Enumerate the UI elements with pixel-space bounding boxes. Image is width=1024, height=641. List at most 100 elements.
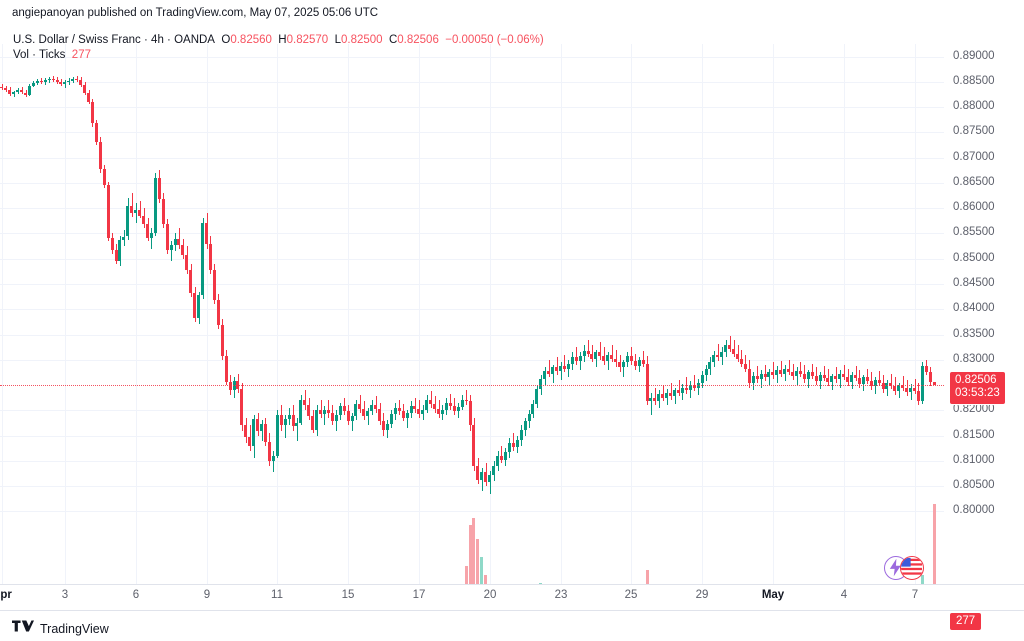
candle-body (932, 382, 936, 385)
candle-body (334, 415, 338, 422)
candle-body (110, 237, 114, 250)
candle-body (739, 358, 743, 364)
candle-body (138, 210, 142, 216)
candle-wick (171, 241, 172, 262)
candle-body (303, 400, 307, 406)
candle-body (311, 416, 315, 430)
candle-body (492, 465, 496, 475)
volume-value-badge[interactable]: 277 (950, 613, 982, 630)
time-axis-bottom-border (0, 610, 1024, 611)
candle-body (511, 443, 515, 447)
price-axis[interactable]: 0.89000 0.88500 0.88000 0.87500 0.87000 0.865… (944, 0, 1024, 630)
candle-body (747, 368, 751, 383)
legend-symbol[interactable]: U.S. Dollar / Swiss Franc (13, 34, 141, 46)
candle-wick (651, 392, 652, 416)
candle-body (177, 238, 181, 245)
volume-bar (484, 574, 488, 585)
time-axis-tick: 3 (61, 589, 69, 601)
candle-body (157, 177, 161, 200)
legend-open-key: O (221, 34, 231, 46)
candle-body (389, 414, 393, 425)
grid-line-horizontal (0, 436, 944, 437)
time-axis-tick: 11 (271, 589, 283, 601)
candle-body (63, 81, 67, 84)
candle-body (795, 370, 798, 376)
candle-body (464, 400, 468, 402)
candle-body (570, 357, 574, 364)
candle-body (59, 82, 63, 84)
candle-body (260, 424, 264, 431)
candle-wick (490, 470, 491, 494)
grid-line-horizontal (0, 486, 944, 487)
candle-body (240, 389, 244, 426)
candle-body (315, 410, 319, 430)
volume-bar (468, 525, 472, 585)
price-axis-tick: 0.86000 (953, 201, 995, 214)
candle-body (43, 79, 47, 82)
candle-body (323, 410, 326, 415)
candle-body (185, 254, 189, 270)
candle-body (452, 406, 456, 412)
candle-wick (844, 364, 845, 380)
candle-body (826, 377, 830, 382)
candle-body (264, 424, 267, 442)
candle-body (228, 382, 232, 391)
candle-wick (891, 373, 892, 390)
candle-body (299, 400, 303, 423)
candle-body (783, 368, 787, 374)
candle-body (181, 244, 185, 255)
candle-body (673, 390, 677, 397)
legend-low-key: L (334, 34, 341, 46)
candle-body (161, 199, 165, 225)
candle-body (641, 359, 645, 364)
candle-body (409, 406, 413, 413)
candle-body (267, 441, 271, 461)
candle-body (621, 362, 625, 368)
time-axis-tick: 4 (840, 589, 848, 601)
grid-line-vertical (773, 44, 774, 585)
candle-body (205, 223, 208, 244)
candle-body (279, 415, 283, 426)
candle-wick (561, 362, 562, 380)
candle-wick (297, 417, 298, 441)
candle-body (28, 85, 31, 96)
tradingview-wordmark: TradingView (40, 621, 109, 636)
us-flag-icon[interactable] (900, 556, 924, 580)
candle-wick (376, 396, 377, 413)
time-axis[interactable]: Apr 3 6 9 11 15 17 20 23 25 29 May 4 7 (0, 585, 944, 611)
candle-body (649, 397, 653, 402)
grid-line-horizontal (0, 132, 944, 133)
candle-body (441, 410, 444, 414)
candle-body (905, 388, 909, 393)
candle-wick (151, 228, 152, 249)
candle-body (716, 354, 720, 358)
current-price-badge[interactable]: 0.82506 03:53:23 (950, 371, 1005, 404)
candle-body (378, 409, 382, 422)
candle-wick (321, 400, 322, 418)
legend-volume-label[interactable]: Vol · Ticks (13, 49, 66, 61)
chart-plot-area[interactable] (0, 44, 944, 585)
candle-wick (793, 363, 794, 380)
candle-body (708, 362, 712, 369)
candle-body (405, 412, 409, 418)
grid-line-horizontal (0, 183, 944, 184)
candle-body (818, 374, 822, 381)
legend-interval[interactable]: 4h (151, 34, 164, 46)
candle-body (189, 269, 193, 294)
price-axis-tick: 0.88500 (953, 74, 995, 87)
price-axis-tick: 0.83000 (953, 352, 995, 365)
candle-body (71, 79, 75, 81)
candle-body (920, 365, 924, 402)
grid-line-horizontal (0, 309, 944, 310)
candle-body (633, 360, 637, 366)
candle-wick (694, 374, 695, 392)
candle-body (771, 372, 775, 375)
price-axis-tick: 0.86500 (953, 175, 995, 188)
legend-low-value: 0.82500 (340, 34, 383, 46)
candle-wick (450, 394, 451, 411)
candle-body (287, 415, 291, 420)
candle-body (645, 363, 649, 402)
candle-body (791, 372, 795, 376)
candle-body (193, 293, 197, 319)
candle-body (382, 421, 385, 430)
